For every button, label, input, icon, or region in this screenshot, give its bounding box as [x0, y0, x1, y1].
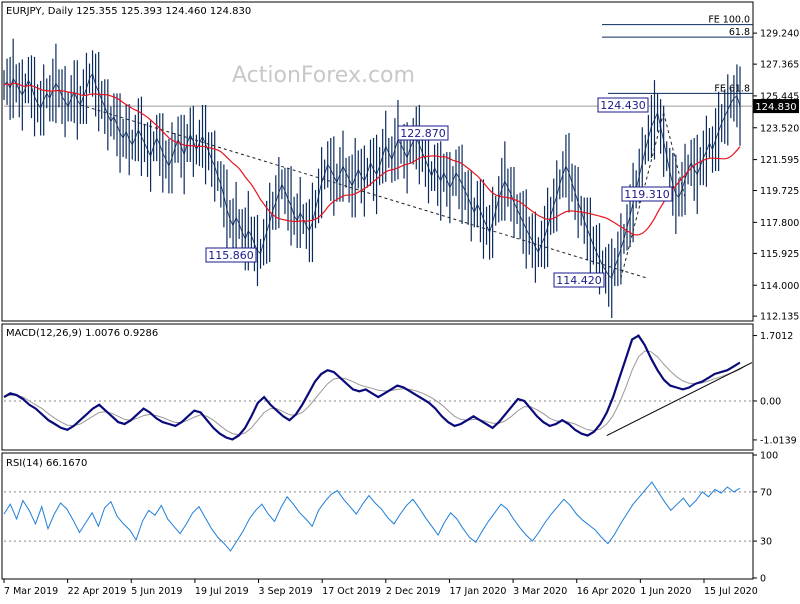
price-annotation-label: 124.430	[600, 99, 646, 112]
watermark: ActionForex.com	[232, 63, 415, 88]
fib-level-label: FE 100.0	[708, 15, 750, 26]
x-tick-label: 7 Mar 2019	[4, 586, 58, 597]
price-annotation-box	[621, 186, 673, 202]
x-tick-label: 17 Jan 2020	[449, 586, 506, 597]
macd-trend-line	[606, 362, 753, 436]
last-price-box	[753, 99, 799, 114]
fib-level-label: 61.8	[729, 27, 750, 38]
x-tick-label: 16 Apr 2020	[577, 586, 636, 597]
price-y-tick-label: 117.800	[760, 218, 799, 229]
price-annotation-label: 114.420	[556, 274, 602, 287]
x-tick-label: 3 Sep 2019	[259, 586, 313, 597]
moving-average-line	[3, 82, 741, 236]
price-y-tick-label: 127.365	[760, 60, 799, 71]
price-y-tick-label: 119.725	[760, 186, 799, 197]
price-annotation-box	[553, 272, 605, 288]
price-annotation-label: 115.860	[208, 249, 254, 262]
x-tick-label: 2 Dec 2019	[386, 586, 441, 597]
macd-panel-title: MACD(12,26,9) 1.0076 0.9286	[6, 328, 158, 339]
rsi-y-tick-label: 100	[760, 451, 778, 462]
x-tick-label: 22 Apr 2019	[68, 586, 127, 597]
price-annotation-label: 119.310	[624, 188, 670, 201]
price-y-tick-label: 129.240	[760, 29, 799, 40]
price-annotation-label: 122.870	[400, 127, 446, 140]
price-y-tick-label: 123.520	[760, 123, 799, 134]
price-panel-frame	[1, 1, 754, 322]
price-y-tick-label: 115.925	[760, 249, 799, 260]
ma-series-group	[3, 82, 741, 236]
macd-signal-line	[3, 350, 747, 436]
price-y-tick-label: 114.000	[760, 281, 799, 292]
last-price-marker: 124.830	[753, 99, 799, 114]
macd-y-tick-label: -1.0139	[760, 435, 797, 446]
last-price-label: 124.830	[755, 102, 796, 113]
price-annotations: 115.860 122.870 114.420 124.430 119.310	[205, 97, 673, 288]
x-tick-label: 5 Jun 2019	[131, 586, 182, 597]
price-annotation-box	[205, 247, 257, 263]
price-y-axis: 129.240 127.365 125.445 123.520 121.595 119.7…	[753, 29, 799, 323]
rsi-panel-frame	[1, 452, 754, 580]
fib-levels: FE 100.061.8 FE 61.8	[602, 15, 753, 94]
price-y-tick-label: 112.135	[760, 312, 799, 323]
rsi-y-tick-label: 30	[760, 537, 772, 548]
fib-level-label: FE 61.8	[714, 83, 750, 94]
x-tick-label: 3 Mar 2020	[513, 586, 567, 597]
price-annotation-box	[397, 125, 449, 141]
rsi-line	[3, 481, 741, 552]
rsi-panel-title: RSI(14) 66.1670	[6, 458, 87, 469]
x-tick-label: 19 Jul 2019	[195, 586, 249, 597]
macd-line	[3, 334, 741, 441]
rsi-series-group: 100 70 30 0	[3, 451, 778, 585]
price-panel-title: EURJPY, Daily 125.355 125.393 124.460 12…	[6, 6, 251, 17]
x-tick-label: 15 Jul 2020	[704, 586, 758, 597]
price-annotation-box	[597, 97, 649, 113]
x-tick-label: 17 Oct 2019	[322, 586, 381, 597]
price-y-tick-label: 125.445	[760, 91, 799, 102]
macd-y-tick-label: 0.00	[760, 396, 781, 407]
x-axis: 7 Mar 2019 22 Apr 2019 5 Jun 2019 19 Jul 20…	[3, 579, 758, 597]
price-y-tick-label: 121.595	[760, 155, 799, 166]
macd-series-group: 1.7012 0.00 -1.0139	[3, 331, 797, 446]
rsi-y-tick-label: 0	[760, 574, 766, 585]
macd-y-tick-label: 1.7012	[760, 331, 793, 342]
price-line	[3, 72, 741, 280]
macd-panel-frame	[1, 323, 754, 451]
x-tick-label: 1 Jun 2020	[640, 586, 691, 597]
rsi-y-tick-label: 70	[760, 487, 772, 498]
